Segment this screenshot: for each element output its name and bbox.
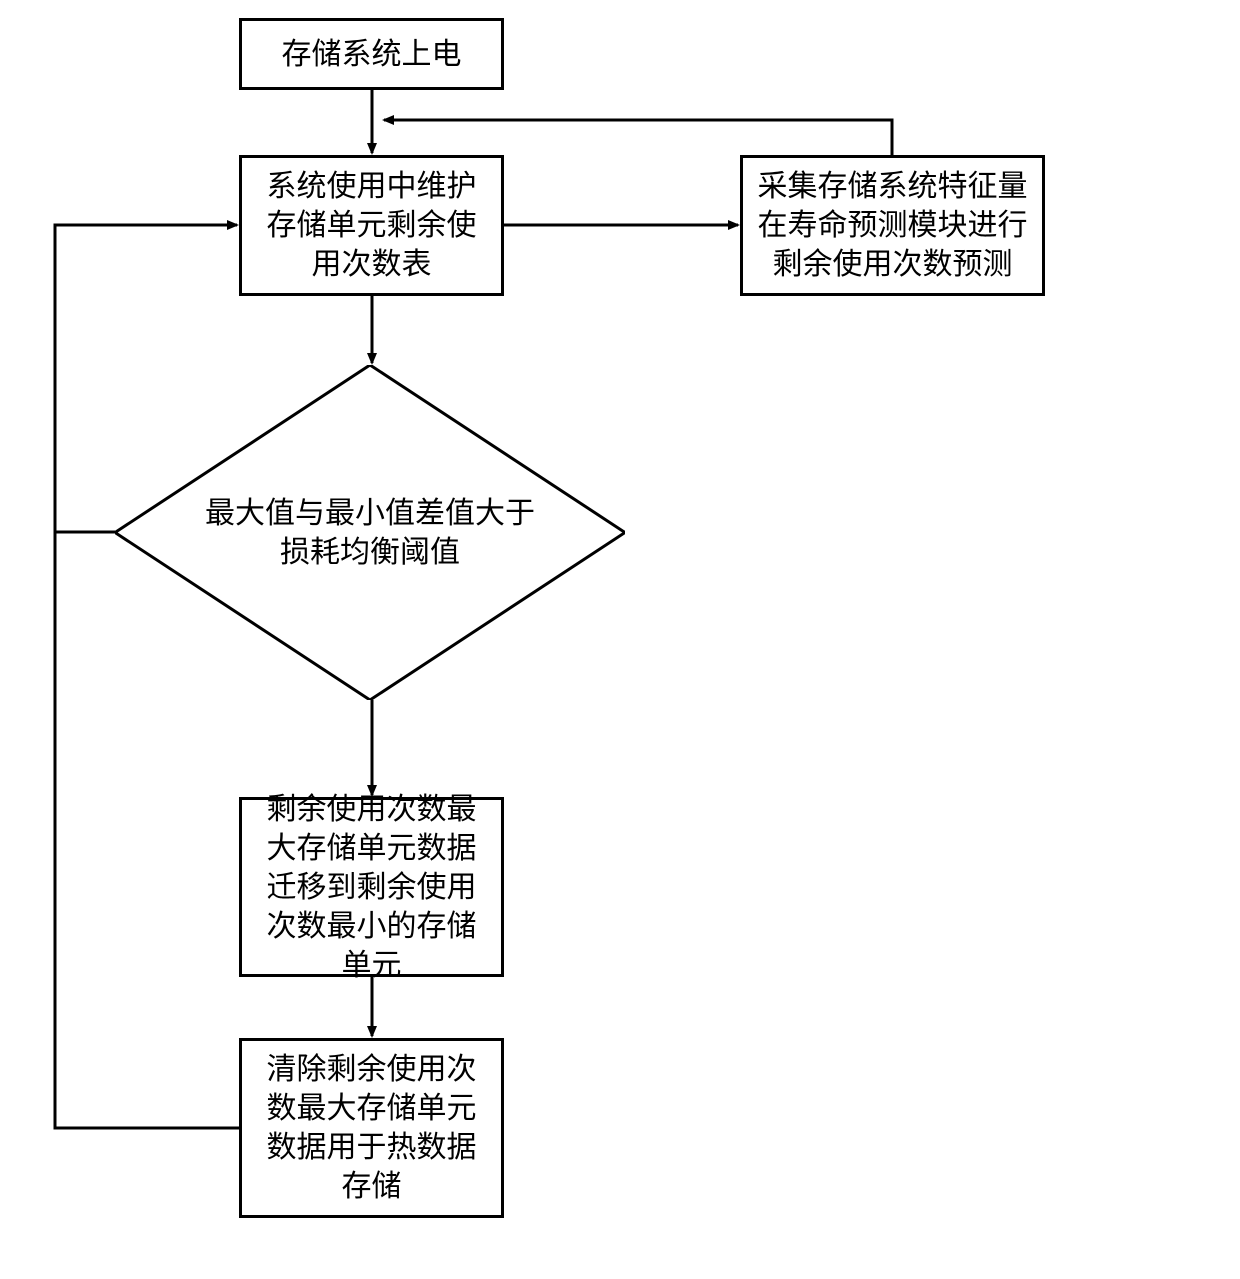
node-clear-text: 清除剩余使用次数最大存储单元数据用于热数据存储 [252,1050,491,1206]
node-clear: 清除剩余使用次数最大存储单元数据用于热数据存储 [239,1038,504,1218]
node-maintain-table-text: 系统使用中维护存储单元剩余使用次数表 [252,167,491,284]
node-migrate: 剩余使用次数最大存储单元数据迁移到剩余使用次数最小的存储单元 [239,797,504,977]
node-predict-text: 采集存储系统特征量在寿命预测模块进行剩余使用次数预测 [753,167,1032,284]
node-decision-text: 最大值与最小值差值大于损耗均衡阈值 [192,494,549,572]
node-start-text: 存储系统上电 [282,35,462,74]
edge-predict-maintain [384,120,892,155]
edge-decision-left [55,225,115,532]
node-decision: 最大值与最小值差值大于损耗均衡阈值 [115,365,625,700]
node-predict: 采集存储系统特征量在寿命预测模块进行剩余使用次数预测 [740,155,1045,296]
flowchart-container: 存储系统上电 系统使用中维护存储单元剩余使用次数表 采集存储系统特征量在寿命预测… [0,0,1240,1279]
node-migrate-text: 剩余使用次数最大存储单元数据迁移到剩余使用次数最小的存储单元 [252,790,491,985]
node-start: 存储系统上电 [239,18,504,90]
node-maintain-table: 系统使用中维护存储单元剩余使用次数表 [239,155,504,296]
